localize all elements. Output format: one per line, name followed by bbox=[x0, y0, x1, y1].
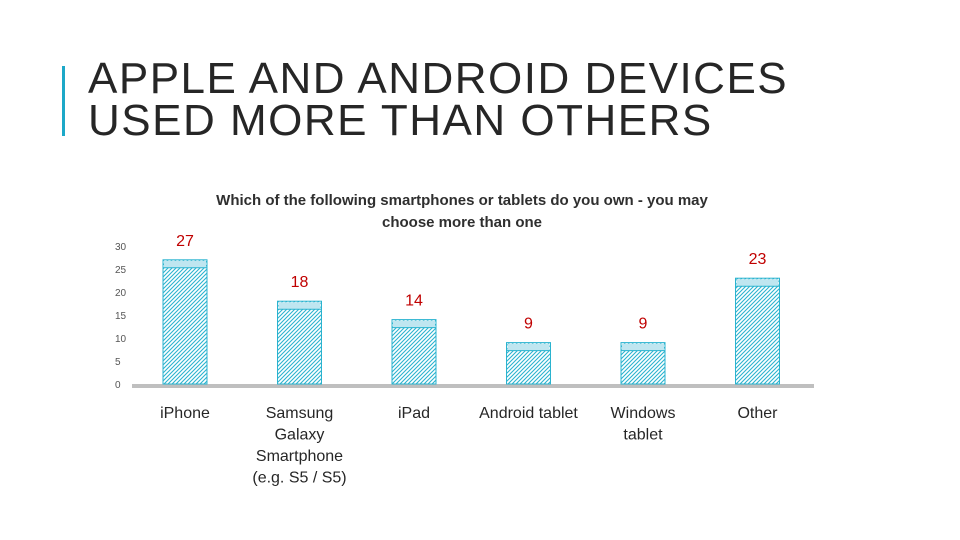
bar bbox=[162, 259, 208, 385]
category-label: Android tablet bbox=[479, 405, 578, 422]
y-tick-label: 25 bbox=[115, 265, 127, 276]
data-label: 27 bbox=[176, 233, 194, 250]
data-label: 9 bbox=[639, 316, 648, 333]
category-label: Galaxy bbox=[275, 427, 325, 444]
slide-title: APPLE AND ANDROID DEVICES USED MORE THAN… bbox=[88, 54, 789, 145]
chart-title: Which of the following smartphones or ta… bbox=[216, 192, 708, 231]
chart-floor bbox=[132, 384, 814, 388]
category-label: Windows bbox=[611, 405, 676, 422]
y-tick-label: 20 bbox=[115, 288, 127, 299]
y-tick-label: 10 bbox=[115, 334, 127, 345]
category-label: Smartphone bbox=[256, 448, 343, 465]
bar bbox=[277, 300, 322, 385]
bar bbox=[735, 277, 780, 385]
category-label: Samsung bbox=[266, 405, 334, 422]
title-accent-bar bbox=[62, 66, 65, 136]
x-axis: iPhone Samsung Galaxy Smartphone (e.g. S5 / … bbox=[160, 405, 778, 487]
chart-title-line: choose more than one bbox=[382, 214, 542, 231]
data-label: 18 bbox=[291, 274, 309, 291]
bar bbox=[620, 342, 666, 385]
y-axis: 0 5 10 15 20 25 30 bbox=[115, 242, 127, 391]
category-label: (e.g. S5 / S5) bbox=[252, 470, 346, 487]
data-label: 9 bbox=[524, 316, 533, 333]
y-tick-label: 15 bbox=[115, 311, 127, 322]
bar bbox=[506, 342, 551, 385]
y-tick-label: 0 bbox=[115, 380, 121, 391]
category-label: iPad bbox=[398, 405, 430, 422]
slide-title-line-1: APPLE AND ANDROID DEVICES bbox=[88, 54, 789, 103]
category-label: iPhone bbox=[160, 405, 210, 422]
category-label: Other bbox=[737, 405, 778, 422]
category-label: tablet bbox=[623, 427, 663, 444]
data-label: 14 bbox=[405, 293, 423, 310]
y-tick-label: 30 bbox=[115, 242, 127, 253]
slide-title-line-2: USED MORE THAN OTHERS bbox=[88, 96, 713, 145]
data-labels: 27 18 14 9 9 23 bbox=[176, 233, 766, 333]
bar bbox=[391, 319, 437, 385]
y-tick-label: 5 bbox=[115, 357, 121, 368]
chart-title-line: Which of the following smartphones or ta… bbox=[216, 192, 708, 209]
data-label: 23 bbox=[749, 251, 767, 268]
bars bbox=[162, 259, 780, 385]
